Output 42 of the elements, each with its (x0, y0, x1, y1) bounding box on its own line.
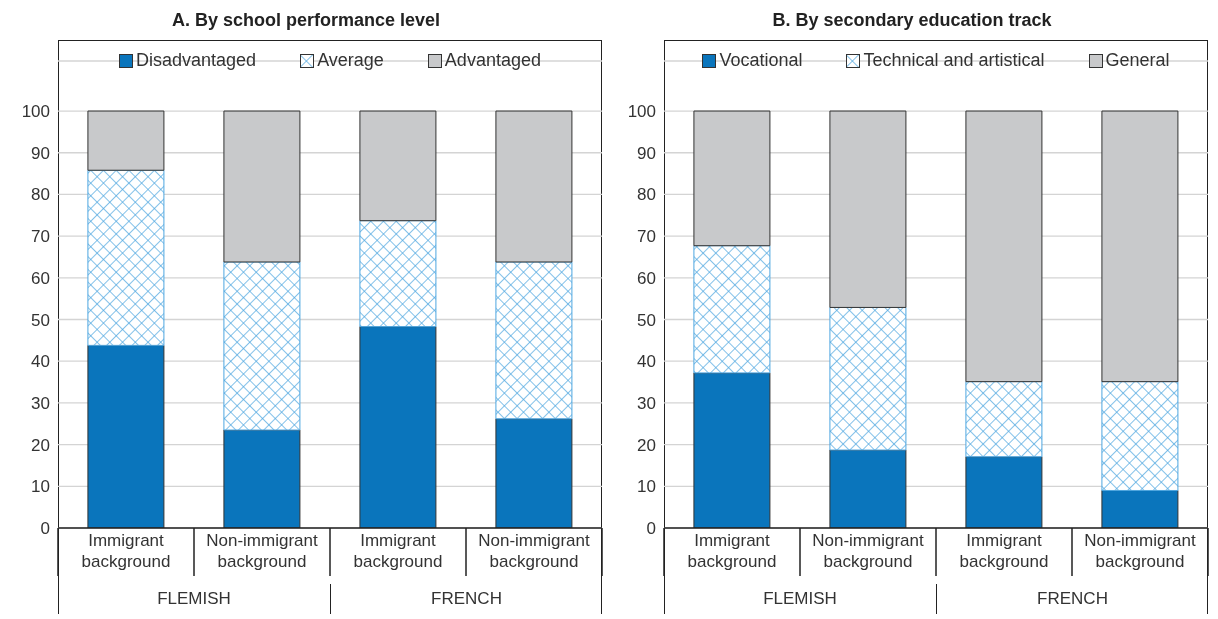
y-tick-label: 80 (31, 185, 50, 205)
y-tick-label: 20 (31, 435, 50, 455)
y-tick-label: 50 (31, 310, 50, 330)
text: FRENCH (936, 584, 1208, 614)
x-tick-label: Immigrant background (81, 531, 171, 571)
chart-title: A. By school performance level (170, 9, 442, 32)
x-tick-label: Non-immigrant background (206, 531, 319, 571)
y-tick-label: 30 (31, 393, 50, 413)
legend-label: Vocational (718, 50, 803, 71)
x-tick-label: Non-immigrant background (478, 531, 591, 571)
y-tick-label: 10 (31, 477, 50, 497)
legend-label: Average (316, 50, 384, 71)
legend-label: Disadvantaged (135, 50, 257, 71)
text: FRENCH (330, 584, 602, 614)
y-tick-label: 100 (21, 102, 50, 122)
y-tick-label: 60 (31, 268, 50, 288)
y-tick-label: 10 (637, 477, 656, 497)
y-tick-label: 90 (637, 143, 656, 163)
y-tick-label: 0 (646, 519, 656, 539)
x-tick-label: Immigrant background (687, 531, 777, 571)
x-tick-label: Non-immigrant background (812, 531, 925, 571)
y-tick-label: 40 (31, 352, 50, 372)
y-tick-label: 60 (637, 268, 656, 288)
y-tick-label: 0 (40, 519, 50, 539)
x-tick-label: Immigrant background (959, 531, 1049, 571)
chart-title: B. By secondary education track (771, 9, 1053, 32)
y-tick-label: 70 (637, 227, 656, 247)
y-tick-label: 50 (637, 310, 656, 330)
y-tick-label: 40 (637, 352, 656, 372)
legend-label: Technical and artistical (862, 50, 1045, 71)
legend-label: Advantaged (443, 50, 541, 71)
x-tick-label: Immigrant background (353, 531, 443, 571)
x-tick-label: Non-immigrant background (1084, 531, 1197, 571)
y-tick-label: 70 (31, 227, 50, 247)
y-tick-label: 90 (31, 143, 50, 163)
y-tick-label: 20 (637, 435, 656, 455)
y-tick-label: 100 (627, 102, 656, 122)
text: FLEMISH (156, 588, 232, 610)
legend-label: General (1104, 50, 1170, 71)
text: FLEMISH (762, 588, 838, 610)
y-tick-label: 80 (637, 185, 656, 205)
y-tick-label: 30 (637, 393, 656, 413)
